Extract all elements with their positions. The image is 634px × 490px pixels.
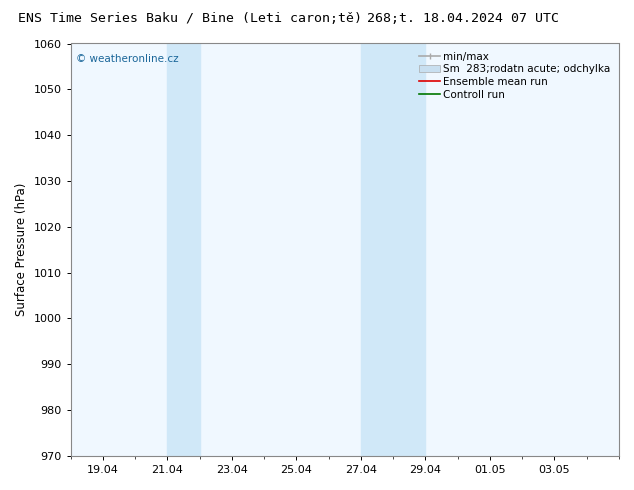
- Y-axis label: Surface Pressure (hPa): Surface Pressure (hPa): [15, 183, 28, 317]
- Legend: min/max, Sm  283;rodatn acute; odchylka, Ensemble mean run, Controll run: min/max, Sm 283;rodatn acute; odchylka, …: [417, 49, 614, 103]
- Bar: [361, 44, 425, 456]
- Text: © weatheronline.cz: © weatheronline.cz: [76, 54, 179, 64]
- Bar: [167, 44, 200, 456]
- Text: 268;t. 18.04.2024 07 UTC: 268;t. 18.04.2024 07 UTC: [367, 12, 559, 25]
- Text: ENS Time Series Baku / Bine (Leti caron;tě): ENS Time Series Baku / Bine (Leti caron;…: [18, 12, 362, 25]
